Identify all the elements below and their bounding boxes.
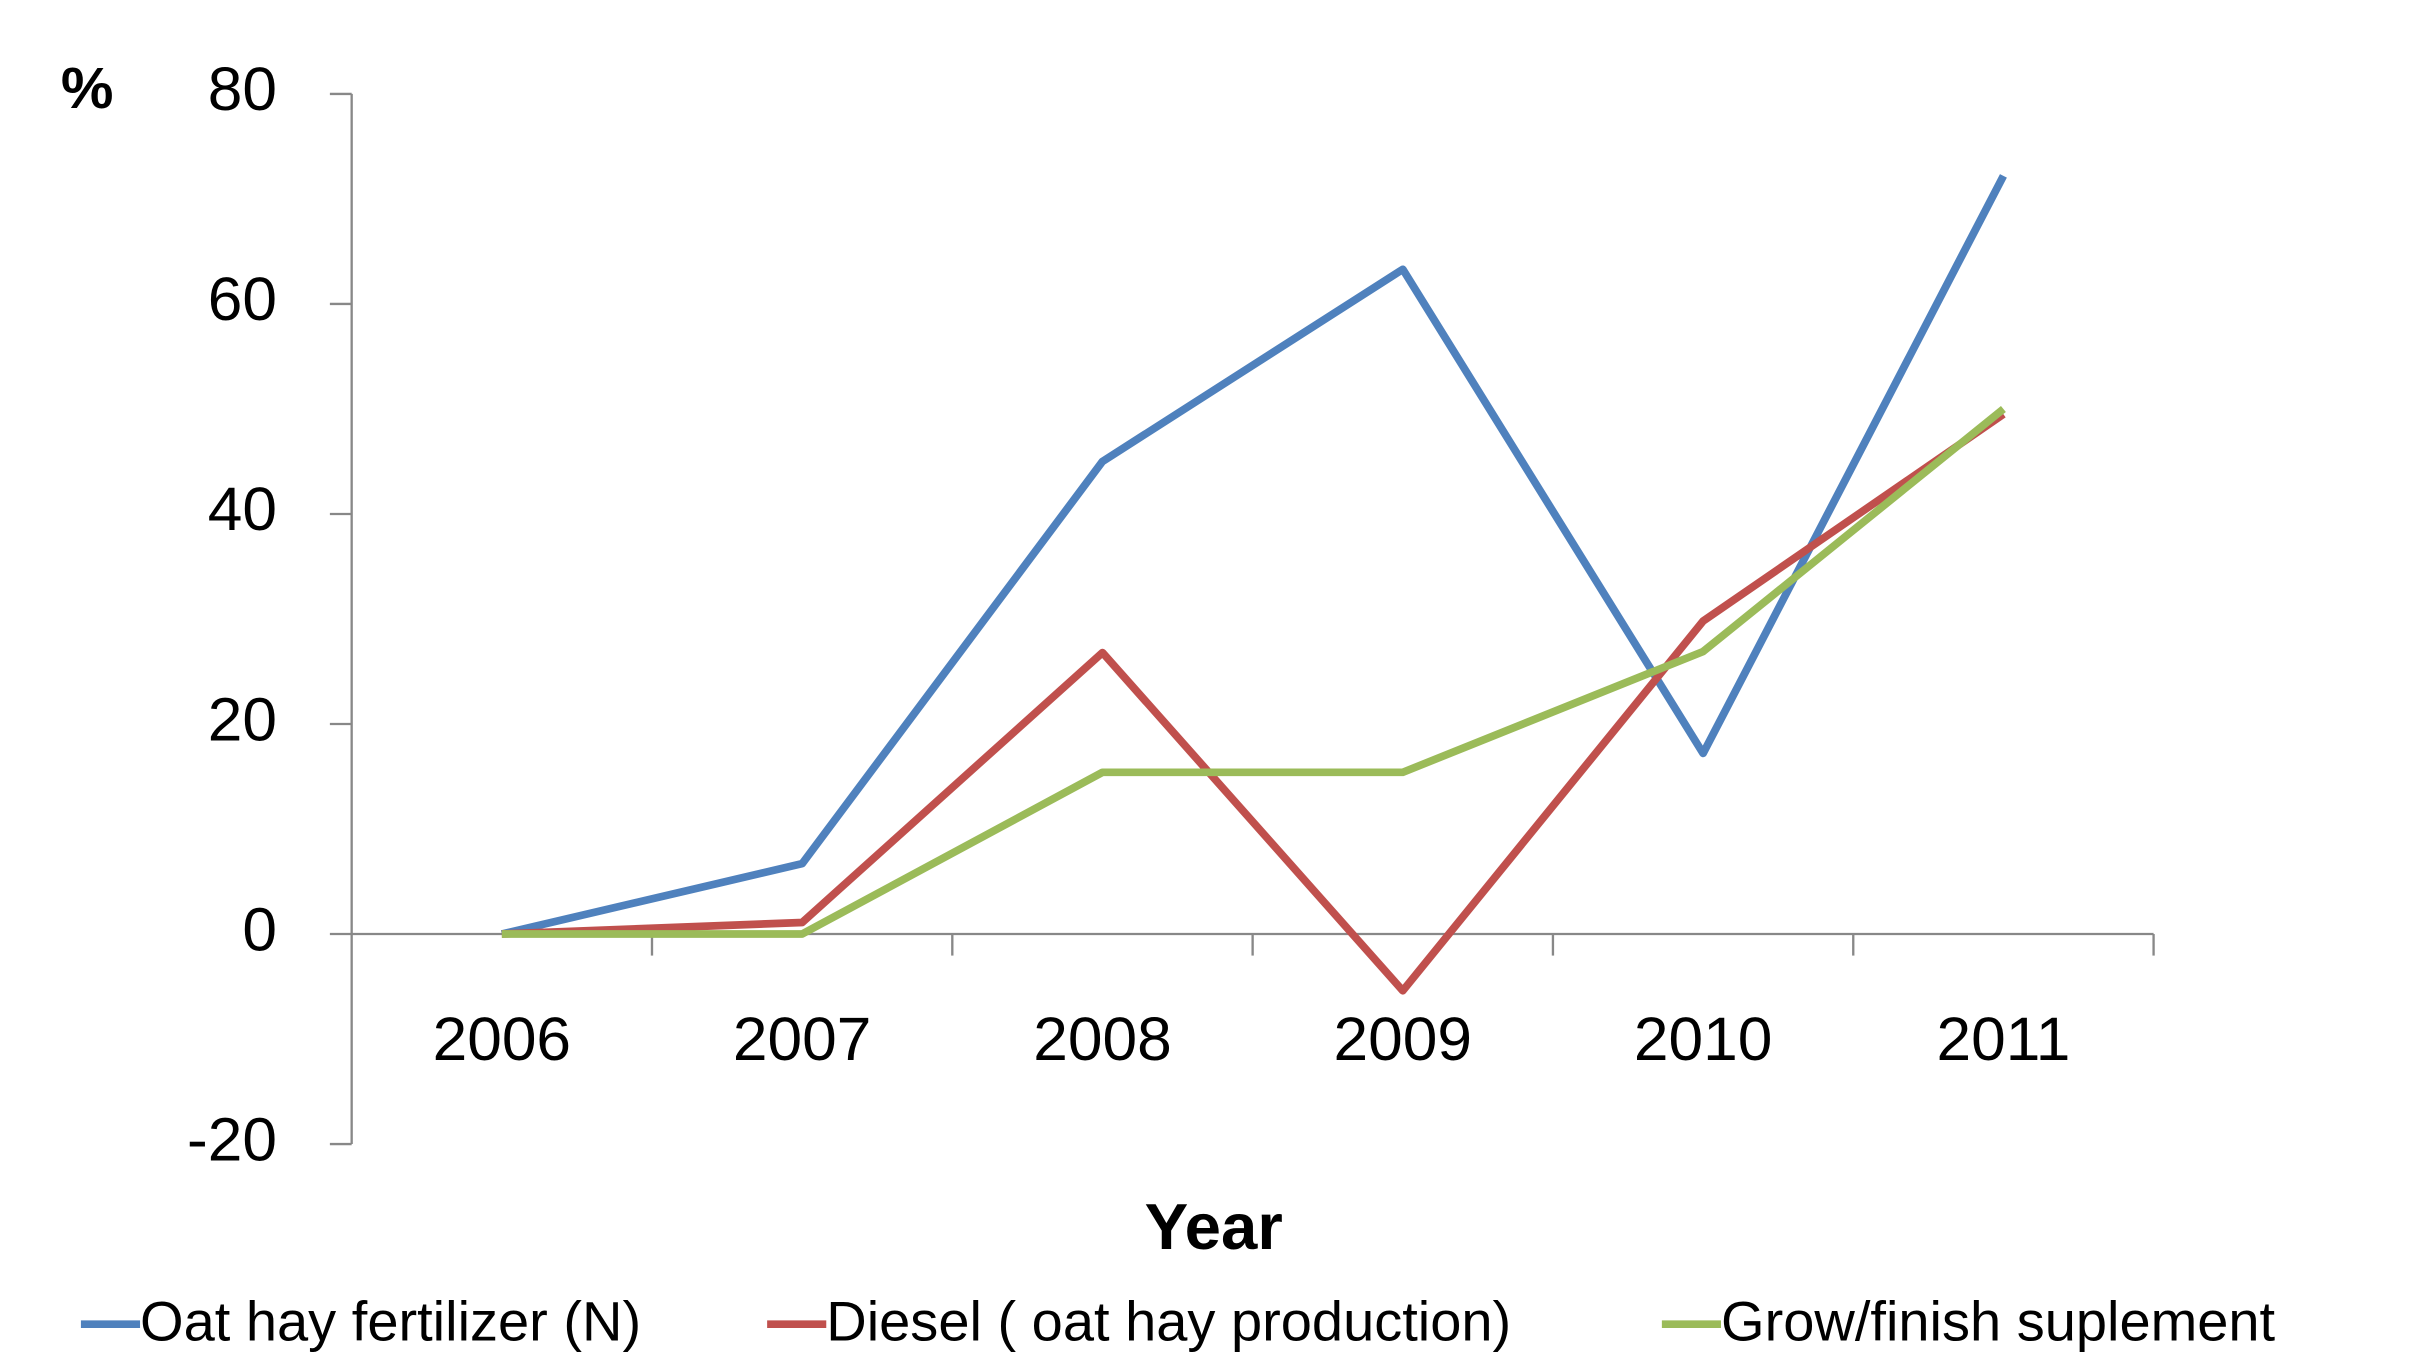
- x-tick-label: 2006: [433, 1006, 571, 1075]
- x-axis-label: Year: [1145, 1190, 1283, 1263]
- x-tick-label: 2011: [1937, 1006, 2071, 1075]
- y-tick-label: 80: [208, 55, 277, 124]
- legend-label: Diesel ( oat hay production): [826, 1291, 1511, 1353]
- series-line: [500, 174, 2007, 938]
- y-tick-label: -20: [187, 1106, 277, 1175]
- series-line: [501, 405, 2006, 938]
- x-tick-label: 2009: [1334, 1006, 1472, 1075]
- legend-label: Oat hay fertilizer (N): [140, 1291, 641, 1353]
- legend-label: Grow/finish suplement: [1721, 1291, 2276, 1353]
- y-axis-label: %: [61, 56, 114, 121]
- y-tick-label: 40: [208, 476, 277, 545]
- y-tick-label: 60: [208, 266, 277, 335]
- y-tick-label: 0: [242, 896, 277, 965]
- x-tick-label: 2008: [1033, 1006, 1171, 1075]
- series-line: [501, 411, 2006, 995]
- y-tick-label: 20: [208, 686, 277, 755]
- x-tick-label: 2010: [1634, 1006, 1772, 1075]
- x-tick-label: 2007: [733, 1006, 871, 1075]
